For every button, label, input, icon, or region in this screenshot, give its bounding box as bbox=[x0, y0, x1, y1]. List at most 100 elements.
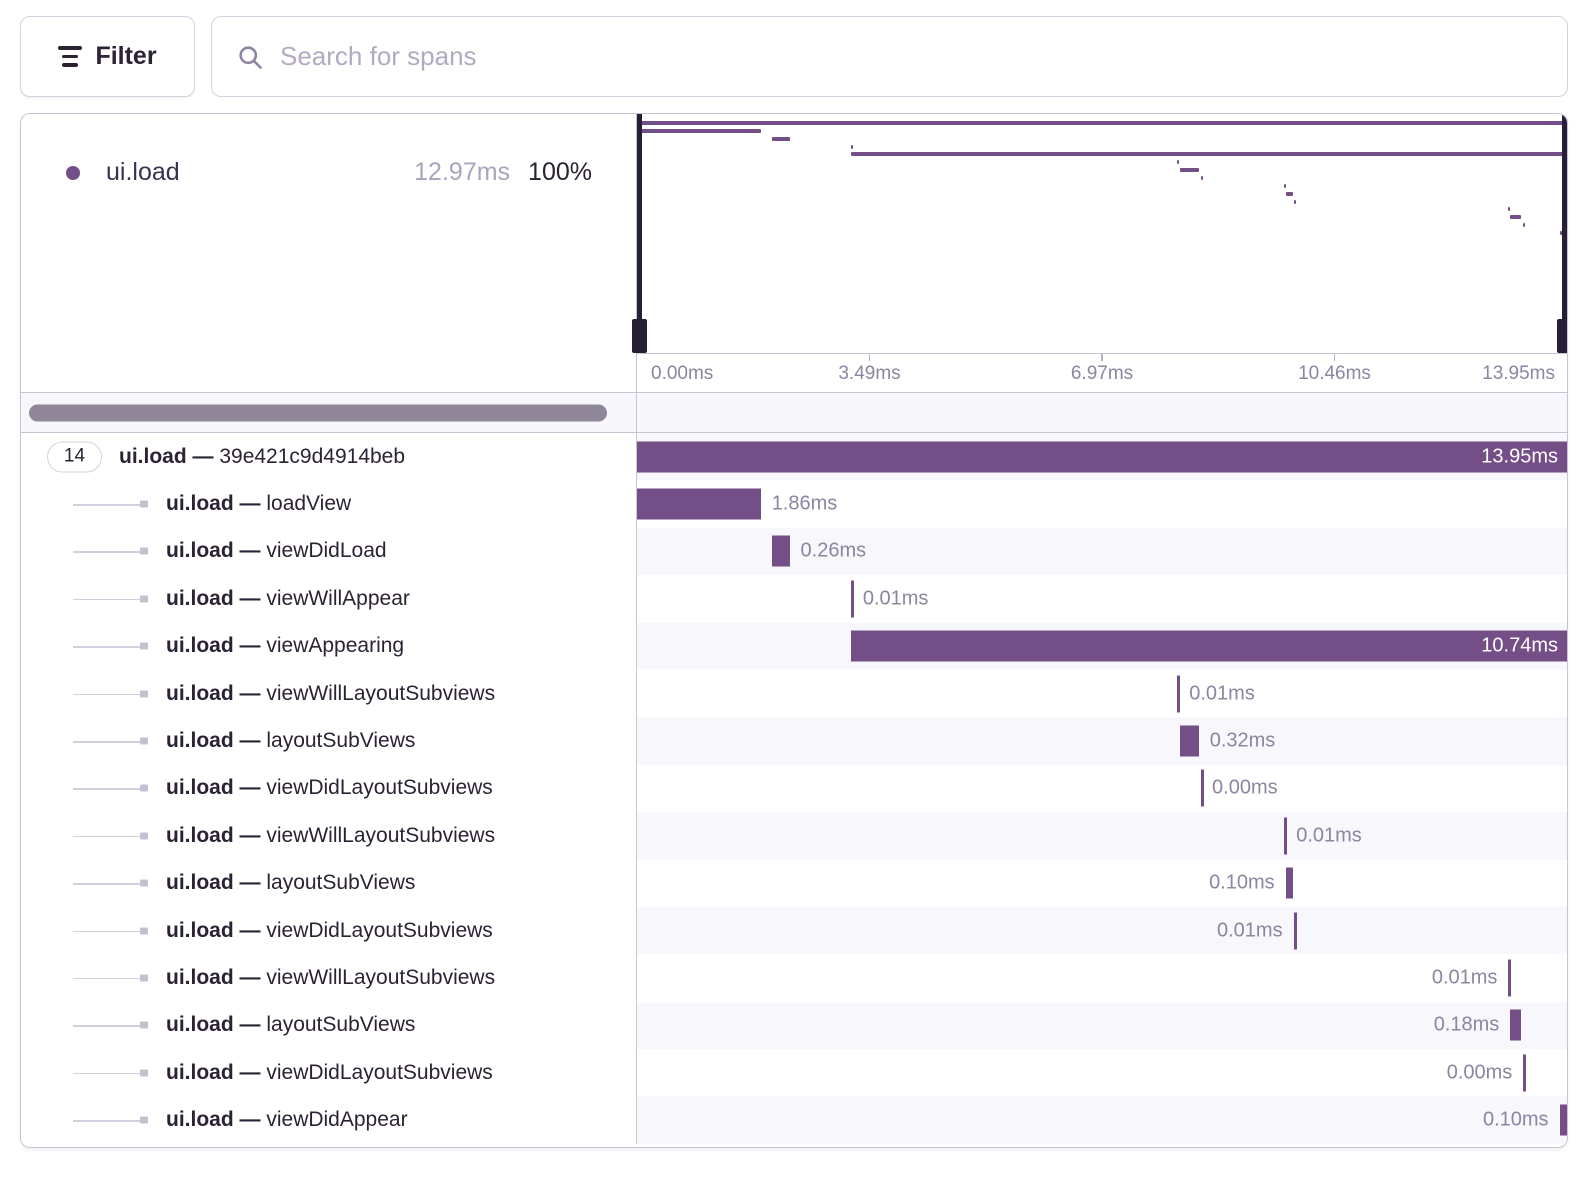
span-bar-cell[interactable]: 0.18ms bbox=[637, 1001, 1567, 1050]
span-label: ui.load — viewDidLayoutSubviews bbox=[166, 776, 493, 800]
child-count-badge[interactable]: 14 bbox=[47, 441, 102, 473]
span-bar-cell[interactable]: 1.86ms bbox=[637, 480, 1567, 527]
span-row[interactable]: ui.load — viewDidLayoutSubviews 0.00ms bbox=[21, 1049, 1567, 1097]
span-duration-bar[interactable] bbox=[1180, 725, 1199, 757]
span-tree-cell[interactable]: ui.load — viewDidLayoutSubviews bbox=[21, 1049, 637, 1097]
span-tree-cell[interactable]: ui.load — viewDidLoad bbox=[21, 527, 637, 576]
span-row[interactable]: ui.load — viewDidLayoutSubviews 0.00ms bbox=[21, 764, 1567, 813]
span-duration-bar[interactable] bbox=[1508, 959, 1512, 997]
span-tree-cell[interactable]: ui.load — viewAppearing bbox=[21, 622, 637, 670]
span-description: layoutSubViews bbox=[266, 871, 416, 895]
span-duration-label: 0.01ms bbox=[862, 587, 929, 610]
span-bar-cell[interactable]: 0.32ms bbox=[637, 717, 1567, 765]
span-description: viewDidLayoutSubviews bbox=[266, 918, 493, 942]
span-bar-cell[interactable]: 0.01ms bbox=[637, 906, 1567, 955]
span-row[interactable]: ui.load — layoutSubViews 0.18ms bbox=[21, 1001, 1567, 1050]
span-row[interactable]: ui.load — layoutSubViews 0.10ms bbox=[21, 859, 1567, 907]
minimap-span bbox=[850, 152, 1567, 157]
span-tree-cell[interactable]: ui.load — layoutSubViews bbox=[21, 1001, 637, 1050]
span-row[interactable]: ui.load — viewWillAppear 0.01ms bbox=[21, 575, 1567, 623]
scrollbar-track[interactable] bbox=[21, 393, 637, 432]
span-row[interactable]: ui.load — viewWillLayoutSubviews 0.01ms bbox=[21, 954, 1567, 1002]
span-row[interactable]: ui.load — loadView 1.86ms bbox=[21, 480, 1567, 528]
span-bar-cell[interactable]: 10.74ms bbox=[637, 622, 1567, 670]
span-description: layoutSubViews bbox=[266, 1013, 416, 1037]
span-bar-cell[interactable]: 0.26ms bbox=[637, 527, 1567, 576]
span-tree-cell[interactable]: ui.load — layoutSubViews bbox=[21, 717, 637, 765]
span-tree-cell[interactable]: 14 ui.load — 39e421c9d4914beb bbox=[21, 433, 637, 481]
tree-connector-branch bbox=[73, 883, 142, 885]
span-op: ui.load — bbox=[166, 871, 267, 895]
span-duration-bar[interactable] bbox=[1285, 867, 1294, 899]
span-ops-legend: ui.load 12.97ms 100% bbox=[21, 114, 637, 392]
span-tree-cell[interactable]: ui.load — loadView bbox=[21, 480, 637, 528]
minimap-left-handle-grip[interactable] bbox=[632, 319, 647, 353]
minimap-span bbox=[771, 136, 790, 141]
span-description: viewWillLayoutSubviews bbox=[266, 965, 496, 989]
span-duration-label: 0.10ms bbox=[1209, 871, 1275, 894]
span-duration-bar[interactable] bbox=[771, 535, 790, 567]
span-tree-cell[interactable]: ui.load — layoutSubViews bbox=[21, 859, 637, 907]
span-tree-cell[interactable]: ui.load — viewWillAppear bbox=[21, 575, 637, 623]
span-tree-cell[interactable]: ui.load — viewWillLayoutSubviews bbox=[21, 812, 637, 860]
search-icon bbox=[239, 45, 262, 69]
axis-tickmark bbox=[1101, 354, 1103, 361]
span-tree-cell[interactable]: ui.load — viewWillLayoutSubviews bbox=[21, 954, 637, 1002]
span-bar-cell[interactable]: 0.01ms bbox=[637, 954, 1567, 1001]
tree-connector-dot bbox=[140, 879, 148, 887]
minimap-span bbox=[1510, 215, 1522, 220]
span-duration-bar[interactable] bbox=[1200, 769, 1204, 807]
span-duration-label: 0.01ms bbox=[1217, 919, 1283, 942]
search-input[interactable] bbox=[280, 41, 1543, 72]
span-duration-bar[interactable] bbox=[1284, 817, 1288, 855]
span-duration-label: 13.95ms bbox=[1481, 445, 1558, 468]
span-op: ui.load — bbox=[166, 965, 267, 989]
minimap-right-handle-grip[interactable] bbox=[1557, 319, 1567, 353]
span-bar-cell[interactable]: 13.95ms bbox=[637, 433, 1567, 481]
span-tree-cell[interactable]: ui.load — viewDidLayoutSubviews bbox=[21, 906, 637, 955]
span-duration-bar[interactable] bbox=[1177, 675, 1181, 713]
span-duration-label: 0.32ms bbox=[1209, 729, 1276, 752]
span-bar-cell[interactable]: 0.10ms bbox=[637, 1096, 1567, 1144]
span-duration-label: 0.10ms bbox=[1482, 1108, 1549, 1131]
span-bar-cell[interactable]: 0.01ms bbox=[637, 575, 1567, 622]
span-bar-cell[interactable]: 0.01ms bbox=[637, 670, 1567, 717]
span-bar-cell[interactable]: 0.10ms bbox=[637, 860, 1567, 907]
span-bar-cell[interactable]: 0.01ms bbox=[637, 812, 1567, 860]
filter-button[interactable]: Filter bbox=[20, 16, 195, 97]
span-duration-bar[interactable] bbox=[1510, 1009, 1522, 1041]
search-box[interactable] bbox=[211, 16, 1568, 97]
span-duration-bar[interactable] bbox=[1559, 1104, 1567, 1136]
span-duration-bar[interactable] bbox=[1523, 1054, 1527, 1092]
span-duration-bar[interactable] bbox=[850, 630, 1567, 662]
span-tree-cell[interactable]: ui.load — viewDidLayoutSubviews bbox=[21, 764, 637, 813]
scrollbar-thumb[interactable] bbox=[29, 404, 607, 421]
trace-minimap[interactable]: 0.00ms 3.49ms 6.97ms 10.46ms 13.95ms bbox=[632, 114, 1567, 392]
span-bar-cell[interactable]: 0.00ms bbox=[637, 765, 1567, 812]
span-duration-bar[interactable] bbox=[637, 441, 1567, 473]
tree-connector-branch bbox=[73, 598, 142, 601]
span-row[interactable]: ui.load — viewAppearing 10.74ms bbox=[21, 622, 1567, 670]
span-bar-cell[interactable]: 0.00ms bbox=[637, 1049, 1567, 1096]
op-duration: 12.97ms bbox=[414, 158, 511, 186]
span-row[interactable]: ui.load — viewWillLayoutSubviews 0.01ms bbox=[21, 669, 1567, 718]
span-label: ui.load — viewWillLayoutSubviews bbox=[166, 966, 495, 990]
span-row[interactable]: ui.load — layoutSubViews 0.32ms bbox=[21, 717, 1567, 765]
span-row[interactable]: ui.load — viewDidLoad 0.26ms bbox=[21, 527, 1567, 576]
span-row[interactable]: ui.load — viewWillLayoutSubviews 0.01ms bbox=[21, 812, 1567, 860]
span-duration-bar[interactable] bbox=[1293, 912, 1297, 950]
tree-connector-dot bbox=[140, 642, 148, 650]
tree-connector-dot bbox=[140, 547, 148, 555]
span-op: ui.load — bbox=[166, 539, 267, 563]
span-tree-cell[interactable]: ui.load — viewWillLayoutSubviews bbox=[21, 669, 637, 718]
axis-tick-label: 3.49ms bbox=[838, 363, 901, 384]
span-duration-bar[interactable] bbox=[850, 580, 854, 618]
span-row[interactable]: 14 ui.load — 39e421c9d4914beb 13.95ms bbox=[21, 433, 1567, 481]
span-label: ui.load — viewDidLayoutSubviews bbox=[166, 919, 493, 943]
span-tree-cell[interactable]: ui.load — viewDidAppear bbox=[21, 1096, 637, 1144]
span-description: viewDidLoad bbox=[266, 539, 387, 563]
span-duration-bar[interactable] bbox=[637, 488, 761, 520]
span-row[interactable]: ui.load — viewDidLayoutSubviews 0.01ms bbox=[21, 906, 1567, 955]
span-row[interactable]: ui.load — viewDidAppear 0.10ms bbox=[21, 1096, 1567, 1144]
span-description: viewDidLayoutSubviews bbox=[266, 776, 493, 800]
